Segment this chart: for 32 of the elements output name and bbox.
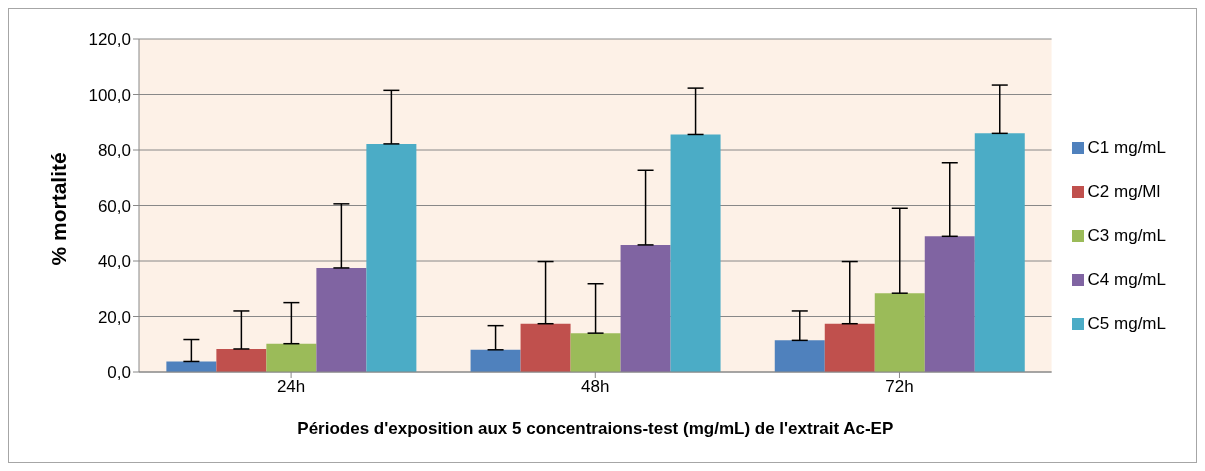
bar <box>216 348 267 372</box>
y-tick-label: 0,0 <box>107 363 131 383</box>
y-axis-title: % mortalité <box>47 152 71 266</box>
y-tick-label: 100,0 <box>88 85 131 105</box>
x-axis-title: Périodes d'exposition aux 5 concentraions-test (mg/mL) de l'extrait Ac-EP <box>297 419 894 438</box>
y-tick-label: 80,0 <box>97 141 131 161</box>
bar <box>366 143 417 372</box>
bar <box>266 343 317 372</box>
legend-label: C4 mg/mL <box>1087 269 1166 289</box>
bar <box>924 236 975 372</box>
bar <box>774 340 825 372</box>
bar <box>570 333 621 372</box>
legend-label: C3 mg/mL <box>1087 225 1166 245</box>
y-tick-label: 20,0 <box>97 307 131 327</box>
bar <box>620 244 671 372</box>
bar <box>824 323 875 372</box>
legend-label: C2 mg/Ml <box>1087 181 1161 201</box>
bar <box>316 267 367 372</box>
legend-label: C5 mg/mL <box>1087 313 1166 333</box>
x-tick-label: 72h <box>885 377 914 397</box>
x-tick-label: 48h <box>581 377 610 397</box>
bar <box>166 361 217 372</box>
y-tick-label: 60,0 <box>97 196 131 216</box>
y-tick-label: 40,0 <box>97 252 131 272</box>
y-tick-label: 120,0 <box>88 30 131 50</box>
bar <box>470 349 521 372</box>
bar <box>974 133 1025 372</box>
bar <box>520 323 571 372</box>
bar <box>874 293 925 372</box>
legend-label: C1 mg/mL <box>1087 137 1166 157</box>
x-tick-label: 24h <box>276 377 306 397</box>
bar <box>670 134 721 372</box>
